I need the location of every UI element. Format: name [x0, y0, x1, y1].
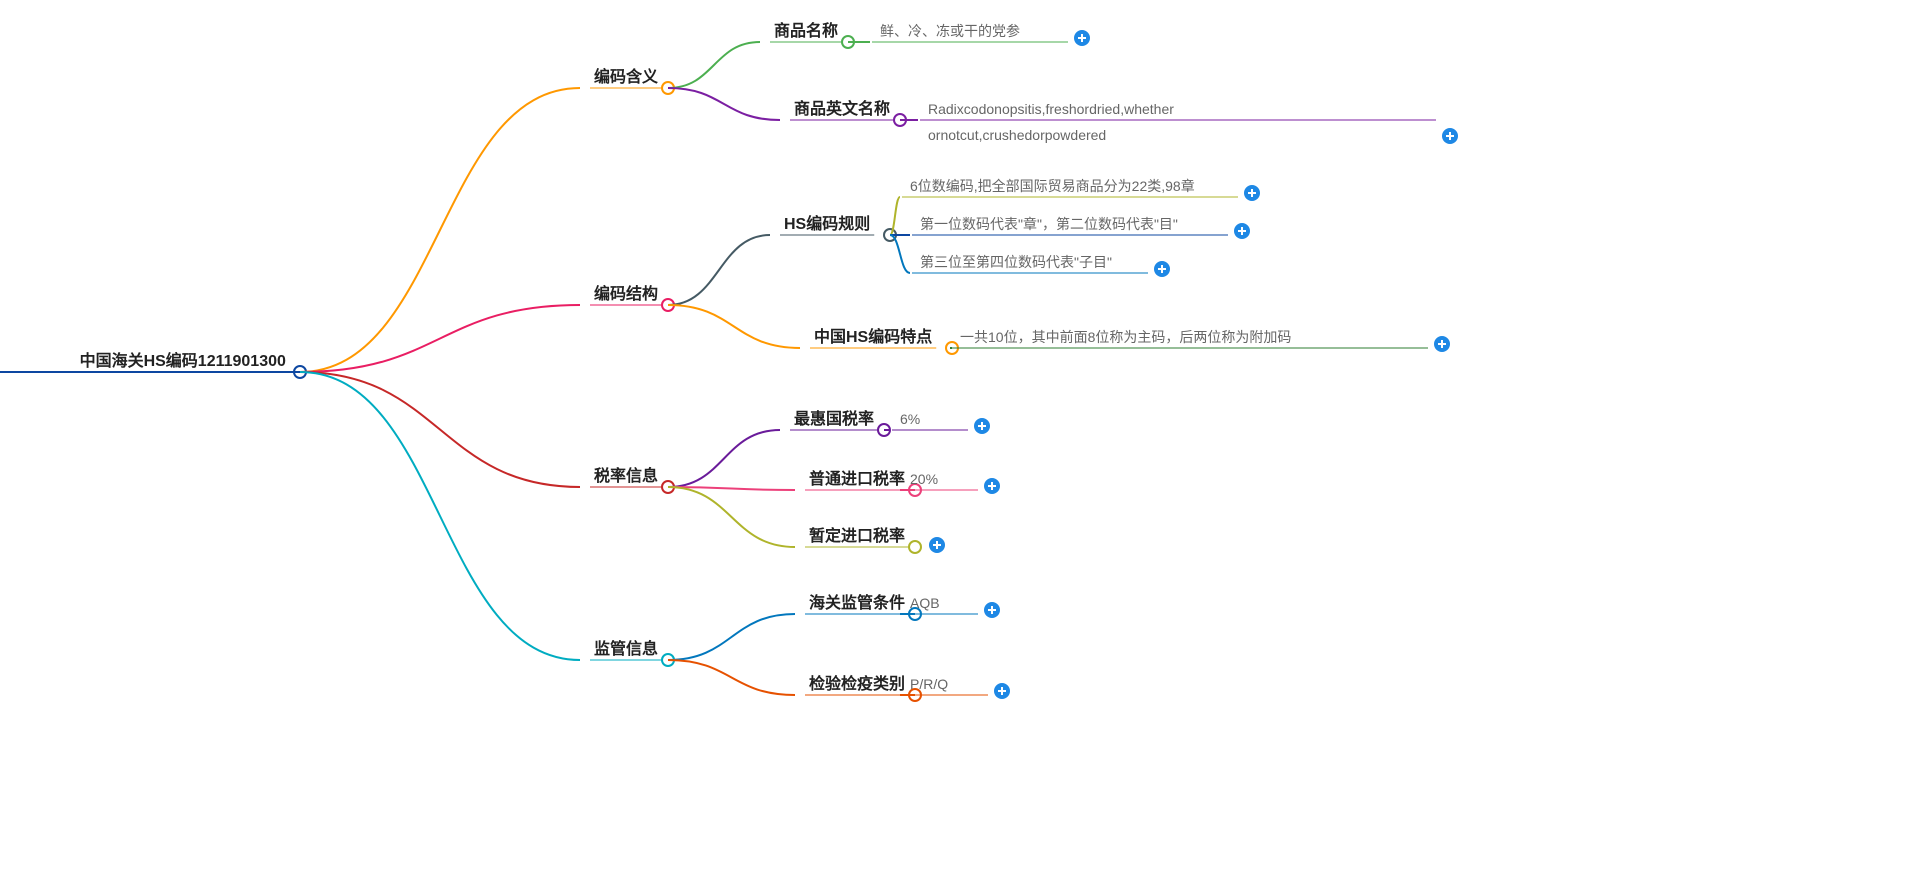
leaf-text: 6%	[900, 411, 920, 427]
leaf-text: 第三位至第四位数码代表"子目"	[920, 254, 1112, 270]
edge	[300, 372, 580, 660]
subnode-label: 商品名称	[774, 21, 838, 40]
expand-button[interactable]	[1244, 185, 1260, 201]
expand-button[interactable]	[994, 683, 1010, 699]
leaf-text: ornotcut,crushedorpowdered	[928, 127, 1106, 143]
expand-button[interactable]	[1434, 336, 1450, 352]
subnode-label: HS编码规则	[784, 214, 870, 233]
expand-button[interactable]	[984, 602, 1000, 618]
expand-button[interactable]	[1442, 128, 1458, 144]
subnode-label: 海关监管条件	[809, 593, 905, 612]
edge	[668, 42, 760, 88]
root-label: 中国海关HS编码1211901300	[80, 351, 286, 370]
branch-label: 编码结构	[594, 284, 658, 303]
expand-button[interactable]	[984, 478, 1000, 494]
leaf-text: 第一位数码代表"章"，第二位数码代表"目"	[920, 216, 1178, 232]
leaf-text: 6位数编码,把全部国际贸易商品分为22类,98章	[910, 178, 1195, 194]
expand-button[interactable]	[1234, 223, 1250, 239]
edge	[668, 235, 770, 305]
subnode-label: 暂定进口税率	[809, 526, 905, 545]
expand-button[interactable]	[1154, 261, 1170, 277]
subnode-label: 中国HS编码特点	[814, 327, 932, 346]
expand-button[interactable]	[929, 537, 945, 553]
expand-button[interactable]	[974, 418, 990, 434]
leaf-text: 鲜、冷、冻或干的党参	[880, 23, 1020, 39]
branch-label: 监管信息	[594, 639, 658, 658]
subnode-dot	[909, 541, 921, 553]
edge	[668, 660, 795, 695]
subnode-label: 检验检疫类别	[809, 674, 905, 693]
mindmap-canvas: 中国海关HS编码1211901300 编码含义 商品名称 鲜、冷、冻或干的党参商品英文…	[0, 0, 1920, 891]
leaf-text: Radixcodonopsitis,freshordried,whether	[928, 101, 1174, 117]
leaf-text: 20%	[910, 471, 938, 487]
leaf-text: 一共10位，其中前面8位称为主码，后两位称为附加码	[960, 329, 1291, 345]
edge	[668, 305, 800, 348]
expand-button[interactable]	[1074, 30, 1090, 46]
leaf-text: AQB	[910, 595, 940, 611]
edge	[668, 614, 795, 660]
edge	[300, 88, 580, 372]
branch-label: 编码含义	[594, 67, 658, 86]
branch-label: 税率信息	[594, 466, 658, 485]
subnode-label: 最惠国税率	[794, 409, 874, 428]
edge	[300, 372, 580, 487]
subnode-label: 商品英文名称	[794, 99, 890, 118]
edge	[668, 487, 795, 547]
edge	[668, 88, 780, 120]
edge	[668, 430, 780, 487]
leaf-text: P/R/Q	[910, 676, 948, 692]
subnode-label: 普通进口税率	[809, 469, 905, 488]
